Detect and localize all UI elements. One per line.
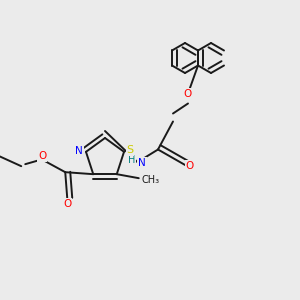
Text: N: N xyxy=(138,158,146,167)
Text: O: O xyxy=(63,199,71,209)
Text: O: O xyxy=(186,160,194,170)
Text: N: N xyxy=(75,146,83,156)
Text: H: H xyxy=(128,154,136,164)
Text: S: S xyxy=(127,145,134,155)
Text: CH₃: CH₃ xyxy=(142,175,160,185)
Text: O: O xyxy=(38,151,46,161)
Text: O: O xyxy=(184,88,192,98)
